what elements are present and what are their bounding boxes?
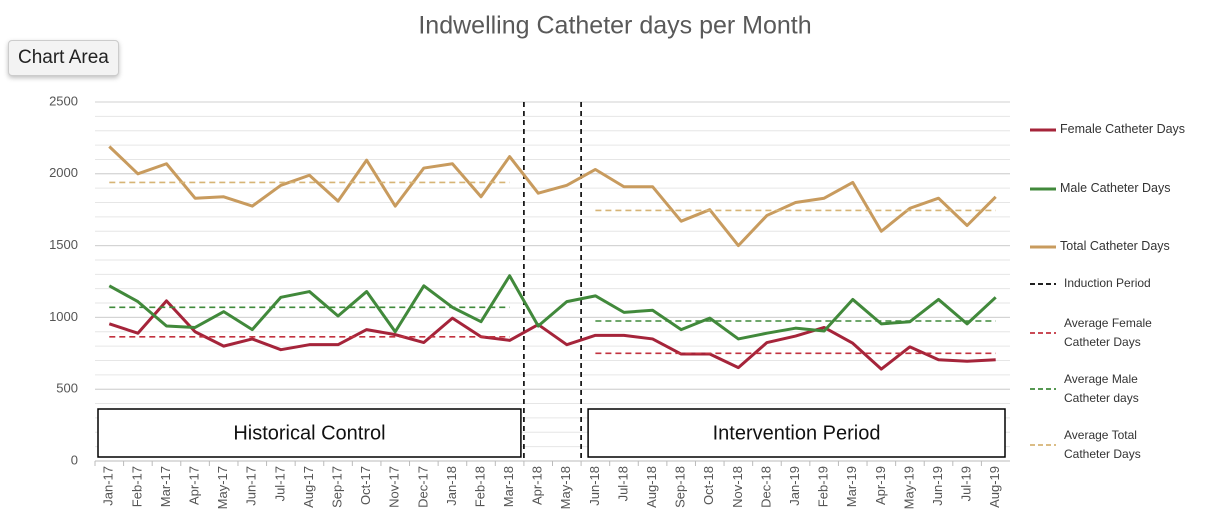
legend-label: Total Catheter Days bbox=[1060, 239, 1170, 253]
x-tick-label: Jul-18 bbox=[615, 466, 630, 501]
legend-entry: Average Male Catheter days bbox=[1028, 370, 1208, 408]
annotation-box bbox=[587, 408, 1006, 458]
y-tick-label: 2500 bbox=[49, 93, 78, 108]
legend-swatch bbox=[1030, 444, 1056, 446]
x-tick-label: Sep-17 bbox=[329, 466, 344, 508]
y-tick-label: 1000 bbox=[49, 309, 78, 324]
x-tick-label: Mar-19 bbox=[844, 466, 859, 507]
y-tick-label: 2000 bbox=[49, 165, 78, 180]
x-tick-label: Aug-19 bbox=[987, 466, 1002, 508]
tooltip: Chart Area bbox=[8, 40, 119, 76]
legend-entry: Male Catheter Days bbox=[1028, 179, 1208, 198]
x-tick-label: Jul-19 bbox=[959, 466, 974, 501]
y-tick-label: 0 bbox=[71, 452, 78, 467]
annotation: Historical Control bbox=[233, 422, 385, 444]
x-tick-label: Jun-19 bbox=[930, 466, 945, 506]
x-tick-label: Aug-17 bbox=[301, 466, 316, 508]
x-tick-label: Apr-19 bbox=[873, 466, 888, 505]
series-line bbox=[108, 274, 997, 341]
legend-entry: Female Catheter Days bbox=[1028, 120, 1208, 139]
x-tick-label: Oct-17 bbox=[358, 466, 373, 505]
legend-swatch bbox=[1030, 388, 1056, 390]
legend-swatch bbox=[1030, 187, 1056, 190]
x-tick-label: May-17 bbox=[215, 466, 230, 509]
legend-entry: Total Catheter Days bbox=[1028, 237, 1208, 256]
legend-label: Female Catheter Days bbox=[1060, 122, 1186, 136]
x-tick-label: Mar-17 bbox=[158, 466, 173, 507]
x-tick-label: Aug-18 bbox=[644, 466, 659, 508]
x-tick-label: Dec-17 bbox=[415, 466, 430, 508]
legend-swatch bbox=[1030, 128, 1056, 131]
x-tick-label: May-18 bbox=[558, 466, 573, 509]
annotation-box bbox=[97, 408, 522, 458]
x-tick-label: Jan-17 bbox=[101, 466, 116, 506]
x-tick-label: Jun-17 bbox=[244, 466, 259, 506]
x-tick-label: Sep-18 bbox=[673, 466, 688, 508]
x-tick-label: May-19 bbox=[901, 466, 916, 509]
x-tick-label: Nov-18 bbox=[730, 466, 745, 508]
series-line bbox=[108, 299, 996, 371]
x-tick-label: Jan-18 bbox=[444, 466, 459, 506]
x-tick-label: Nov-17 bbox=[387, 466, 402, 508]
x-tick-label: Jul-17 bbox=[272, 466, 287, 501]
x-tick-label: Apr-18 bbox=[530, 466, 545, 505]
legend-entry: Average Total Catheter Days bbox=[1028, 426, 1208, 464]
annotation: Intervention Period bbox=[713, 422, 881, 444]
x-tick-label: Mar-18 bbox=[501, 466, 516, 507]
x-tick-label: Jun-18 bbox=[587, 466, 602, 506]
legend-swatch bbox=[1030, 282, 1056, 285]
legend-entry: Average Female Catheter Days bbox=[1028, 314, 1208, 352]
x-tick-label: Feb-19 bbox=[816, 466, 831, 507]
x-tick-label: Jan-19 bbox=[787, 466, 802, 506]
y-tick-label: 500 bbox=[56, 381, 78, 396]
legend-label: Average Male Catheter days bbox=[1064, 372, 1139, 405]
x-tick-label: Feb-17 bbox=[129, 466, 144, 507]
x-tick-label: Dec-18 bbox=[758, 466, 773, 508]
x-tick-label: Oct-18 bbox=[701, 466, 716, 505]
x-tick-label: Apr-17 bbox=[187, 466, 202, 505]
legend-label: Induction Period bbox=[1064, 276, 1151, 290]
legend-label: Average Total Catheter Days bbox=[1064, 428, 1141, 461]
chart-title: Indwelling Catheter days per Month bbox=[418, 12, 811, 40]
legend-swatch bbox=[1030, 245, 1056, 248]
legend-entry: Induction Period bbox=[1028, 274, 1208, 293]
legend-label: Average Female Catheter Days bbox=[1064, 316, 1152, 349]
x-tick-label: Feb-18 bbox=[472, 466, 487, 507]
y-tick-label: 1500 bbox=[49, 237, 78, 252]
legend-label: Male Catheter Days bbox=[1060, 181, 1171, 195]
series-line bbox=[108, 145, 997, 248]
legend-swatch bbox=[1030, 332, 1056, 334]
